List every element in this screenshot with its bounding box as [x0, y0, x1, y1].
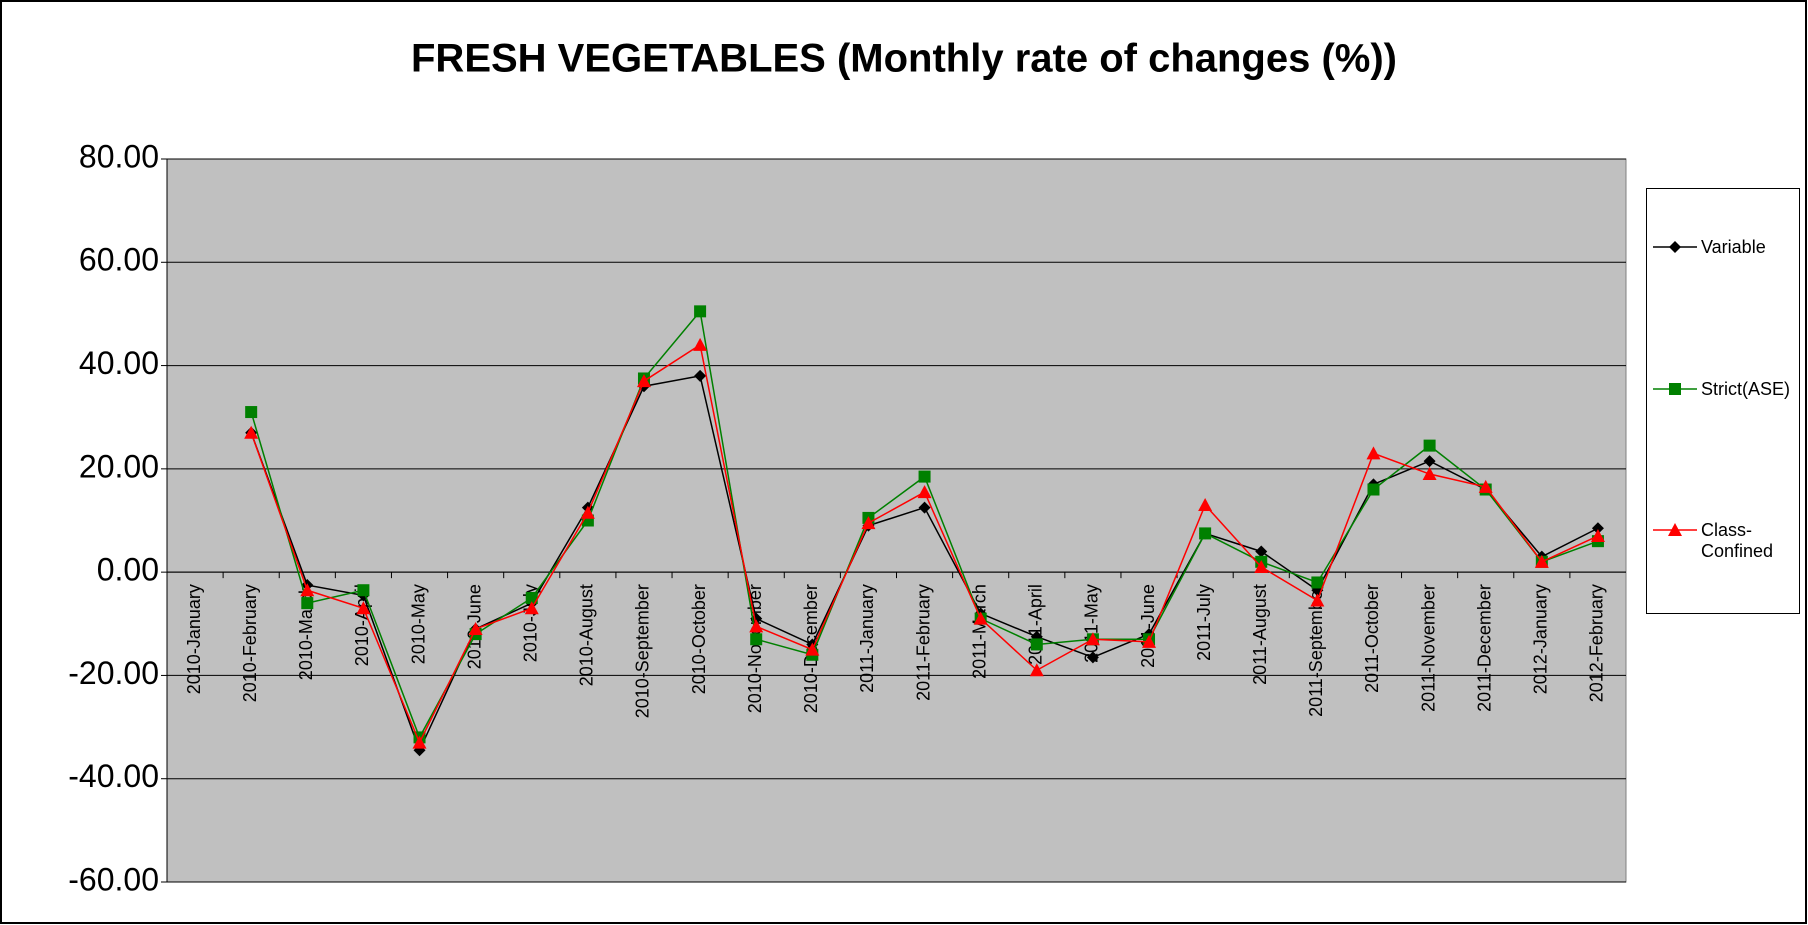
x-tick-label: 2012-January — [1531, 584, 1551, 694]
x-tick-label: 2010-August — [577, 584, 597, 686]
marker — [750, 633, 763, 646]
chart-title: FRESH VEGETABLES (Monthly rate of change… — [411, 37, 1397, 81]
x-tick-label: 2010-October — [689, 584, 709, 694]
legend-entry: Class-Confined — [1653, 520, 1799, 562]
y-tick-label: 60.00 — [79, 242, 159, 278]
marker — [1534, 554, 1549, 568]
y-tick-label: 40.00 — [79, 345, 159, 381]
legend-entry: Strict(ASE) — [1653, 379, 1799, 400]
marker — [1086, 651, 1099, 664]
x-tick-label: 2010-September — [633, 584, 653, 718]
marker — [694, 305, 707, 318]
marker — [1255, 545, 1268, 558]
y-tick-label: 0.00 — [97, 552, 159, 588]
marker — [357, 584, 370, 597]
x-tick-label: 2011-December — [1474, 584, 1494, 712]
y-tick-label: -60.00 — [68, 861, 159, 897]
marker — [918, 470, 931, 483]
x-tick-label: 2011-July — [1194, 584, 1214, 661]
y-tick-label: -20.00 — [68, 655, 159, 691]
marker — [1310, 593, 1325, 607]
marker — [1668, 523, 1682, 536]
x-tick-label: 2010-February — [240, 584, 260, 702]
marker — [694, 369, 707, 382]
legend-label: Variable — [1701, 237, 1766, 257]
marker — [1366, 446, 1381, 460]
x-tick-label: 2010-January — [184, 584, 204, 694]
marker — [1029, 663, 1044, 677]
marker — [1590, 528, 1605, 542]
marker — [1669, 241, 1681, 253]
marker — [973, 611, 988, 625]
legend: Variable Strict(ASE) Class-Confined — [1646, 188, 1800, 614]
x-tick-label: 2010-November — [745, 584, 765, 713]
marker — [412, 735, 427, 749]
marker — [468, 621, 483, 635]
y-tick-label: -40.00 — [68, 758, 159, 794]
marker — [1423, 439, 1436, 452]
x-tick-label: 2012-February — [1587, 584, 1607, 702]
marker — [245, 406, 258, 419]
marker — [1367, 483, 1380, 496]
marker — [301, 597, 314, 610]
marker — [1085, 632, 1100, 646]
marker — [1254, 559, 1269, 573]
x-tick-label: 2011-September — [1306, 584, 1326, 717]
plot-area — [166, 158, 1627, 883]
x-tick-label: 2011-October — [1362, 584, 1382, 693]
x-tick-label: 2011-November — [1418, 584, 1438, 712]
marker — [1422, 467, 1437, 481]
legend-label: Class-Confined — [1701, 520, 1774, 561]
marker — [300, 583, 315, 597]
marker — [917, 485, 932, 499]
marker — [356, 601, 371, 615]
marker — [1478, 479, 1493, 493]
marker — [693, 337, 708, 351]
legend-symbol — [1653, 241, 1697, 253]
marker — [861, 516, 876, 530]
marker — [1669, 383, 1681, 395]
marker — [805, 642, 820, 656]
legend-symbol — [1653, 383, 1697, 395]
y-tick-label: 80.00 — [79, 138, 159, 174]
x-tick-label: 2011-March — [969, 584, 989, 679]
marker — [1423, 455, 1436, 468]
marker — [636, 374, 651, 388]
marker — [524, 601, 539, 615]
x-tick-label: 2011-January — [857, 584, 877, 693]
legend-entry: Variable — [1653, 237, 1799, 258]
marker — [1198, 498, 1213, 512]
marker — [1591, 522, 1604, 535]
x-tick-label: 2011-February — [913, 584, 933, 701]
marker — [1199, 527, 1212, 540]
legend-label: Strict(ASE) — [1701, 379, 1791, 399]
x-tick-label: 2011-May — [1082, 584, 1102, 663]
marker — [1311, 576, 1324, 589]
y-tick-label: 20.00 — [79, 448, 159, 484]
x-tick-label: 2011-April — [1026, 584, 1046, 665]
legend-symbol — [1653, 523, 1697, 536]
marker — [918, 501, 931, 514]
marker — [1030, 638, 1043, 651]
marker — [244, 425, 259, 439]
marker — [749, 619, 764, 633]
marker — [1142, 634, 1157, 648]
marker — [580, 505, 595, 519]
x-tick-label: 2010-May — [408, 584, 428, 664]
marker — [525, 591, 538, 604]
x-tick-label: 2011-August — [1250, 584, 1270, 685]
